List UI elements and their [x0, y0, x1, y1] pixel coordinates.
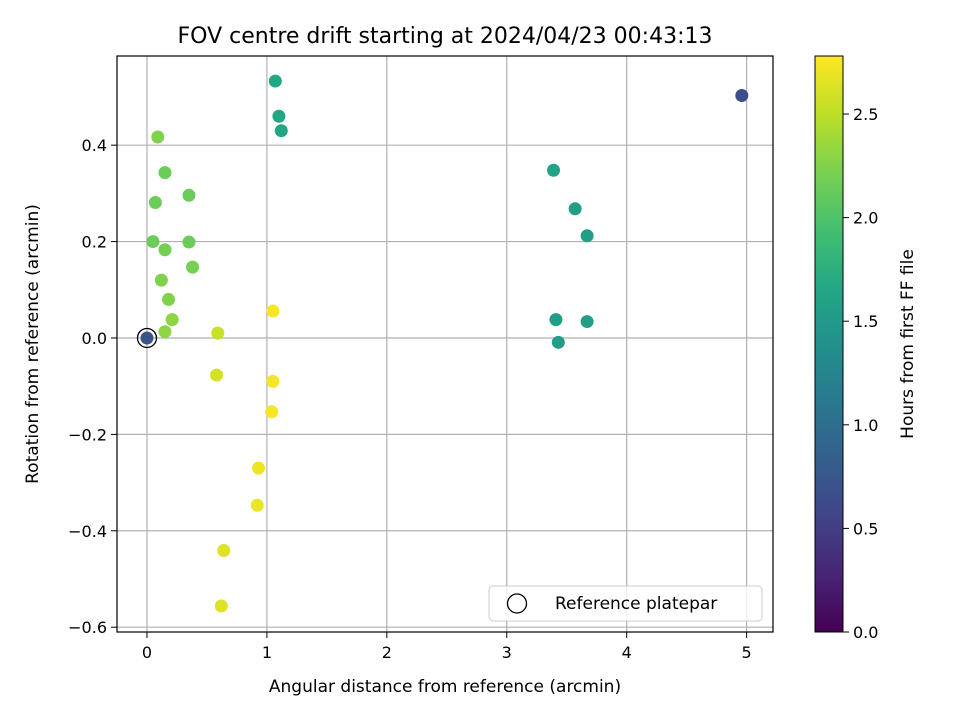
data-point	[580, 229, 594, 243]
y-tick-label: −0.2	[68, 425, 107, 444]
data-point	[266, 304, 280, 318]
colorbar-tick-label: 0.0	[853, 623, 878, 642]
data-point	[547, 163, 561, 177]
colorbar-ticks: 0.0 0.5 1.0 1.5 2.0 2.5	[843, 105, 878, 642]
data-point	[182, 235, 196, 249]
data-point	[182, 188, 196, 202]
y-tick-label: 0.0	[82, 329, 107, 348]
reference-platepar-marker	[136, 327, 158, 349]
y-tick-label: −0.6	[68, 618, 107, 637]
data-point	[154, 273, 168, 287]
y-tick-label: 0.4	[82, 136, 107, 155]
colorbar-tick-label: 1.5	[853, 312, 878, 331]
data-point	[148, 196, 162, 210]
y-axis-ticks: −0.6 −0.4 −0.2 0.0 0.2 0.4	[68, 136, 117, 637]
data-point	[140, 331, 154, 345]
data-point	[146, 235, 160, 249]
data-point	[186, 260, 200, 274]
chart-title: FOV centre drift starting at 2024/04/23 …	[178, 24, 713, 49]
legend-box	[488, 585, 763, 622]
plot-frame	[116, 55, 774, 633]
legend-label: Reference platepar	[555, 594, 717, 614]
data-point	[549, 313, 563, 327]
colorbar-label: Hours from first FF file	[898, 249, 918, 439]
data-point	[165, 313, 179, 327]
x-tick-label: 4	[622, 643, 632, 662]
y-tick-label: 0.2	[82, 233, 107, 252]
reference-marker	[136, 327, 158, 349]
data-point	[268, 74, 282, 88]
y-tick-label: −0.4	[68, 522, 107, 541]
colorbar-tick-label: 2.5	[853, 105, 878, 124]
data-point	[580, 315, 594, 329]
data-point	[551, 335, 565, 349]
colorbar-tick-label: 1.0	[853, 416, 878, 435]
data-point	[265, 405, 279, 419]
data-point	[217, 544, 231, 558]
grid	[117, 56, 773, 632]
x-tick-label: 0	[142, 643, 152, 662]
legend-marker-icon	[506, 593, 528, 614]
data-point	[210, 368, 224, 382]
y-axis-label: Rotation from reference (arcmin)	[23, 204, 43, 484]
data-point	[151, 130, 165, 144]
colorbar	[814, 55, 844, 633]
data-point	[266, 374, 280, 388]
x-tick-label: 2	[382, 643, 392, 662]
data-point	[211, 326, 225, 340]
data-point	[735, 89, 749, 103]
data-point	[158, 166, 172, 180]
x-tick-label: 5	[742, 643, 752, 662]
data-point	[162, 292, 176, 306]
data-point	[272, 109, 286, 123]
x-tick-label: 3	[502, 643, 512, 662]
colorbar-tick-label: 2.0	[853, 209, 878, 228]
data-point	[250, 498, 264, 512]
x-tick-label: 1	[262, 643, 272, 662]
data-point	[158, 243, 172, 257]
colorbar-tick-label: 0.5	[853, 519, 878, 538]
data-point	[568, 202, 582, 216]
data-points	[140, 74, 749, 613]
data-point	[158, 325, 172, 339]
data-point	[214, 599, 228, 613]
data-point	[252, 461, 266, 475]
data-point	[274, 124, 288, 138]
legend: Reference platepar	[488, 585, 763, 622]
x-axis-label: Angular distance from reference (arcmin)	[269, 677, 621, 697]
x-axis-ticks: 0 1 2 3 4 5	[142, 632, 752, 662]
